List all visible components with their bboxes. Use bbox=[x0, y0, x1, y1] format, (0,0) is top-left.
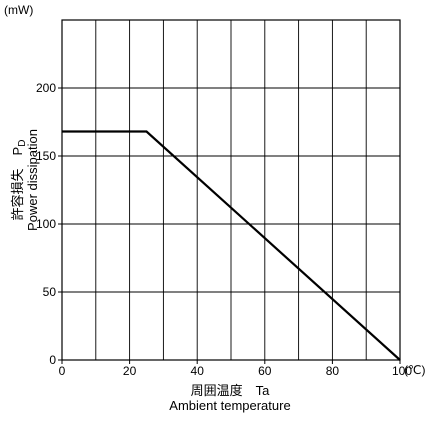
y-tick-label: 150 bbox=[36, 149, 56, 163]
y-tick-label: 100 bbox=[36, 217, 56, 231]
y-tick-label: 200 bbox=[36, 81, 56, 95]
x-tick-label: 20 bbox=[123, 364, 137, 378]
x-axis-label-jp: 周囲温度 Ta bbox=[191, 383, 271, 398]
y-tick-label: 0 bbox=[49, 353, 56, 367]
x-tick-label: 60 bbox=[258, 364, 272, 378]
x-tick-label: 40 bbox=[191, 364, 205, 378]
y-tick-label: 50 bbox=[43, 285, 57, 299]
y-axis-label-en: Power dissipation bbox=[25, 129, 40, 231]
y-axis-unit: (mW) bbox=[4, 3, 33, 17]
series-line bbox=[62, 130, 401, 361]
y-axis-label-subscript: D bbox=[17, 140, 28, 147]
grid bbox=[62, 20, 400, 360]
x-tick-label: 80 bbox=[326, 364, 340, 378]
x-axis-unit: (℃) bbox=[404, 363, 425, 377]
x-tick-label: 100 bbox=[392, 364, 412, 378]
x-tick-labels: 0 20 40 60 80 100 bbox=[59, 360, 412, 378]
x-axis-label-en: Ambient temperature bbox=[169, 398, 290, 413]
x-tick-label: 0 bbox=[59, 364, 66, 378]
y-tick-labels: 0 50 100 150 200 bbox=[36, 81, 62, 367]
y-axis-label: 許容損失 PD Power dissipation bbox=[10, 129, 40, 231]
plot-frame bbox=[61, 19, 401, 361]
y-axis-label-jp: 許容損失 PD bbox=[10, 140, 28, 221]
